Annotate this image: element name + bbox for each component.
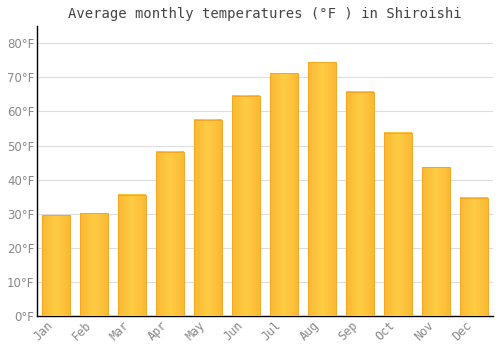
Bar: [42, 216, 70, 316]
Bar: [308, 62, 336, 316]
Bar: [80, 213, 108, 316]
Bar: [460, 198, 487, 316]
Bar: [270, 73, 298, 316]
Title: Average monthly temperatures (°F ) in Shiroishi: Average monthly temperatures (°F ) in Sh…: [68, 7, 462, 21]
Bar: [194, 120, 222, 316]
Bar: [422, 167, 450, 316]
Bar: [346, 92, 374, 316]
Bar: [384, 133, 411, 316]
Bar: [156, 152, 184, 316]
Bar: [232, 96, 260, 316]
Bar: [118, 195, 146, 316]
